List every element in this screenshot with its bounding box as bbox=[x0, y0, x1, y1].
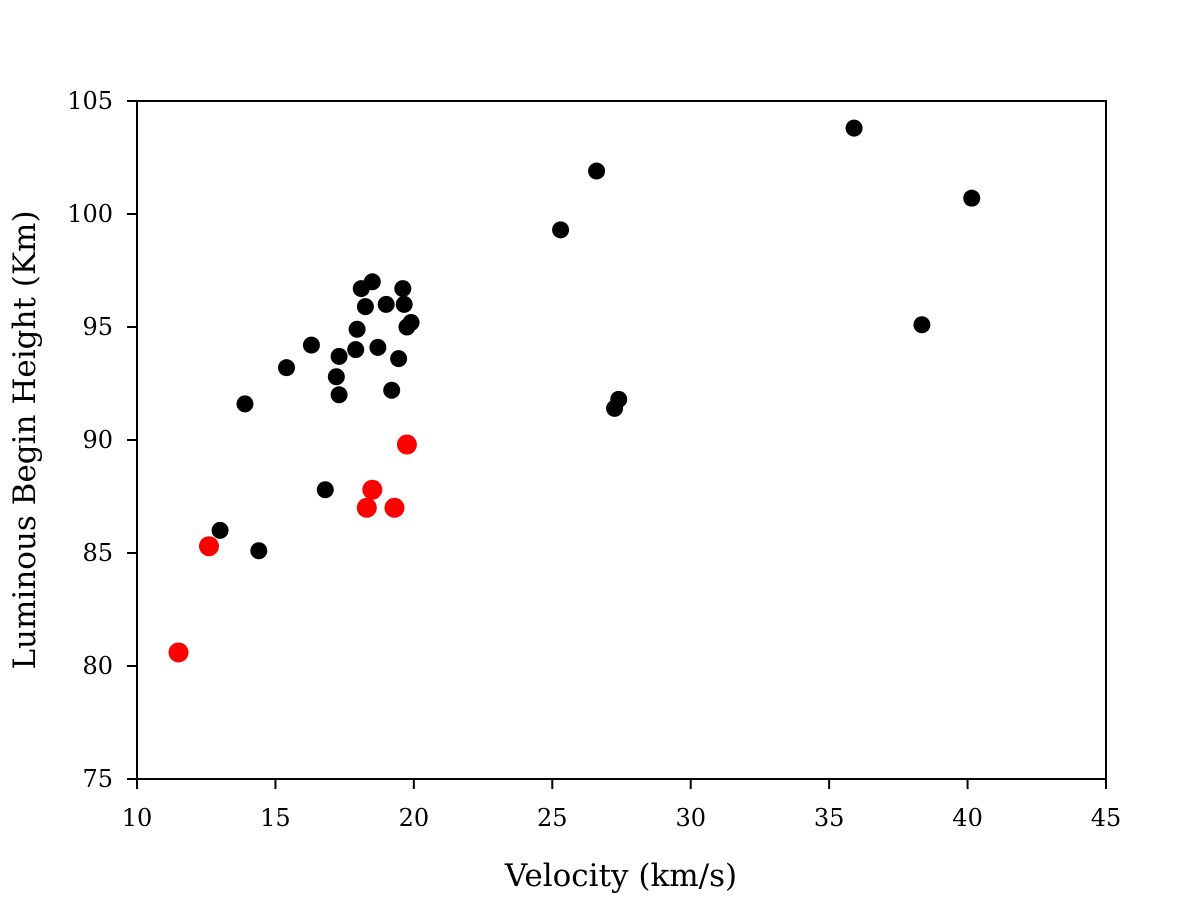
y-tick-label: 80 bbox=[82, 652, 113, 680]
black-data-point bbox=[363, 273, 381, 291]
y-tick-label: 90 bbox=[82, 426, 113, 454]
x-axis: 10 15 20 25 30 35 40 45 bbox=[122, 779, 1122, 832]
y-axis-title: Luminous Begin Height (Km) bbox=[7, 210, 43, 669]
black-data-point bbox=[610, 390, 628, 408]
data-points bbox=[168, 119, 981, 663]
y-tick-label: 105 bbox=[67, 87, 113, 115]
black-data-point bbox=[356, 298, 374, 316]
red-data-point bbox=[198, 536, 219, 557]
black-data-point bbox=[348, 320, 366, 338]
plot-frame bbox=[136, 100, 1107, 780]
black-data-point bbox=[330, 347, 348, 365]
black-data-point bbox=[913, 316, 931, 334]
x-tick-label: 35 bbox=[814, 804, 845, 832]
y-tick-label: 85 bbox=[82, 539, 113, 567]
x-tick-label: 30 bbox=[675, 804, 706, 832]
x-tick-label: 20 bbox=[399, 804, 430, 832]
y-tick-label: 100 bbox=[67, 200, 113, 228]
black-data-point bbox=[211, 521, 229, 539]
black-data-point bbox=[250, 542, 268, 560]
red-data-point bbox=[168, 642, 189, 663]
x-tick-label: 15 bbox=[260, 804, 291, 832]
y-axis: 75 80 85 90 95 100 105 bbox=[67, 87, 137, 793]
x-axis-title: Velocity (km/s) bbox=[504, 858, 737, 894]
black-data-point bbox=[383, 381, 401, 399]
black-data-point bbox=[316, 481, 334, 499]
red-data-point bbox=[384, 497, 405, 518]
black-data-point bbox=[327, 368, 345, 386]
black-data-point bbox=[377, 295, 395, 313]
black-data-point bbox=[402, 313, 420, 331]
black-data-point bbox=[302, 336, 320, 354]
black-data-point bbox=[369, 338, 387, 356]
black-data-point bbox=[390, 350, 408, 368]
black-data-point bbox=[347, 341, 365, 359]
y-tick-label: 75 bbox=[82, 765, 113, 793]
red-data-point bbox=[362, 479, 383, 500]
black-data-point bbox=[236, 395, 254, 413]
black-data-point bbox=[963, 189, 981, 207]
black-data-point bbox=[552, 221, 570, 239]
x-tick-label: 45 bbox=[1091, 804, 1122, 832]
red-data-point bbox=[396, 434, 417, 455]
black-data-point bbox=[588, 162, 606, 180]
black-data-point bbox=[845, 119, 863, 137]
black-data-point bbox=[278, 359, 296, 377]
red-data-point bbox=[356, 497, 377, 518]
black-data-point bbox=[394, 280, 412, 298]
black-data-point bbox=[330, 386, 348, 404]
x-tick-label: 40 bbox=[952, 804, 983, 832]
x-tick-label: 10 bbox=[122, 804, 153, 832]
black-data-point bbox=[395, 295, 413, 313]
y-tick-label: 95 bbox=[82, 313, 113, 341]
x-tick-label: 25 bbox=[537, 804, 568, 832]
